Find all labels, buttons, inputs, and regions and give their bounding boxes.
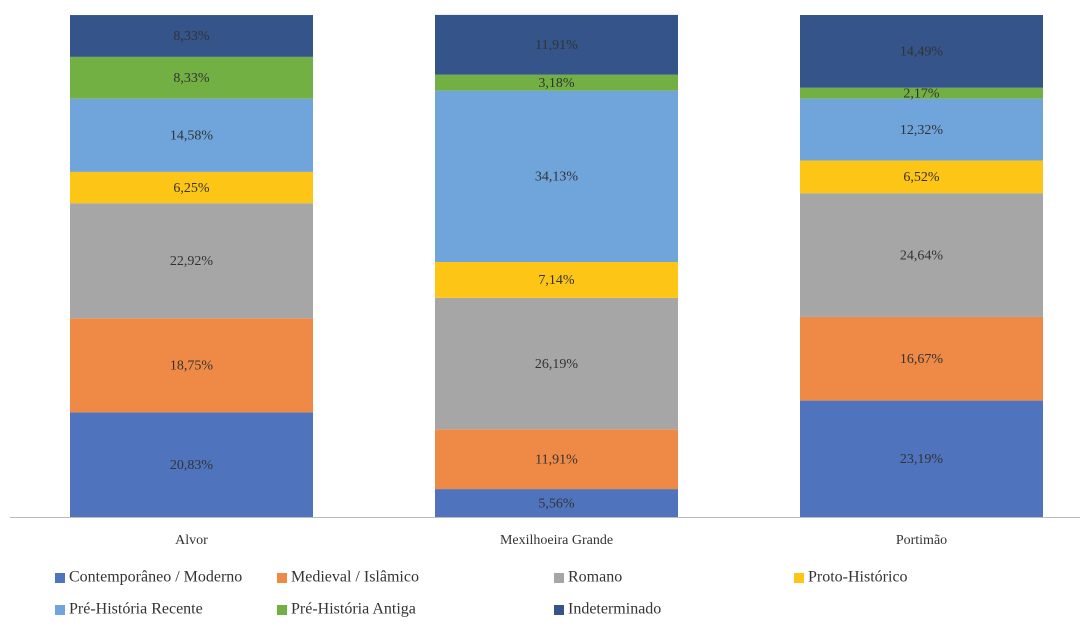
bar-segment <box>70 56 313 99</box>
data-label: 11,91% <box>535 38 578 53</box>
bar-segment <box>435 489 678 517</box>
data-label: 8,33% <box>173 29 210 44</box>
data-label: 14,49% <box>900 45 944 60</box>
legend-label: Romano <box>568 569 622 586</box>
legend-label: Pré-História Recente <box>69 601 203 618</box>
legend-swatch <box>277 573 287 583</box>
data-label: 14,58% <box>170 128 214 143</box>
legend-label: Contemporâneo / Moderno <box>69 569 242 586</box>
data-label: 3,18% <box>538 76 575 91</box>
bar-segment <box>435 261 678 298</box>
bar-segment <box>435 429 678 490</box>
x-tick-label: Mexilhoeira Grande <box>500 533 613 548</box>
bar-segment <box>435 14 678 75</box>
data-label: 23,19% <box>900 452 944 467</box>
data-label: 2,17% <box>903 86 940 101</box>
legend-label: Pré-História Antiga <box>291 601 416 618</box>
data-label: 11,91% <box>535 452 578 467</box>
bar-segment <box>70 15 313 57</box>
data-label: 26,19% <box>535 357 579 372</box>
data-label: 6,25% <box>173 181 210 196</box>
data-label: 24,64% <box>900 248 944 263</box>
bar-segment <box>800 87 1043 99</box>
bar-segment <box>70 98 313 172</box>
bar-segment <box>70 412 313 517</box>
bar-segment <box>800 316 1043 401</box>
bar-segment <box>800 400 1043 517</box>
data-label: 18,75% <box>170 359 214 374</box>
bar-segment <box>800 193 1043 317</box>
bar-segment <box>800 15 1043 88</box>
legend-swatch <box>794 573 804 583</box>
x-tick-label: Portimão <box>896 533 947 548</box>
legend-label: Medieval / Islâmico <box>291 569 419 586</box>
legend-swatch <box>554 573 564 583</box>
legend-label: Proto-Histórico <box>808 569 908 586</box>
bar-segment <box>70 171 313 204</box>
bar-segment <box>435 90 678 262</box>
bar-segment <box>800 98 1043 161</box>
bar-segment <box>70 318 313 413</box>
data-label: 5,56% <box>538 496 575 511</box>
data-label: 34,13% <box>535 170 579 185</box>
bar-segment <box>435 74 678 91</box>
data-label: 16,67% <box>900 352 944 367</box>
data-label: 6,52% <box>903 170 940 185</box>
data-label: 12,32% <box>900 123 944 138</box>
bar-segment <box>800 160 1043 194</box>
legend-swatch <box>277 605 287 615</box>
legend-label: Indeterminado <box>568 601 661 618</box>
data-label: 20,83% <box>170 458 214 473</box>
x-tick-label: Alvor <box>175 533 208 548</box>
legend-swatch <box>55 573 65 583</box>
bar-segment <box>70 203 313 319</box>
data-label: 22,92% <box>170 254 214 269</box>
data-label: 8,33% <box>173 71 210 86</box>
data-label: 7,14% <box>538 273 575 288</box>
legend-swatch <box>554 605 564 615</box>
legend-swatch <box>55 605 65 615</box>
bar-segment <box>435 297 678 430</box>
